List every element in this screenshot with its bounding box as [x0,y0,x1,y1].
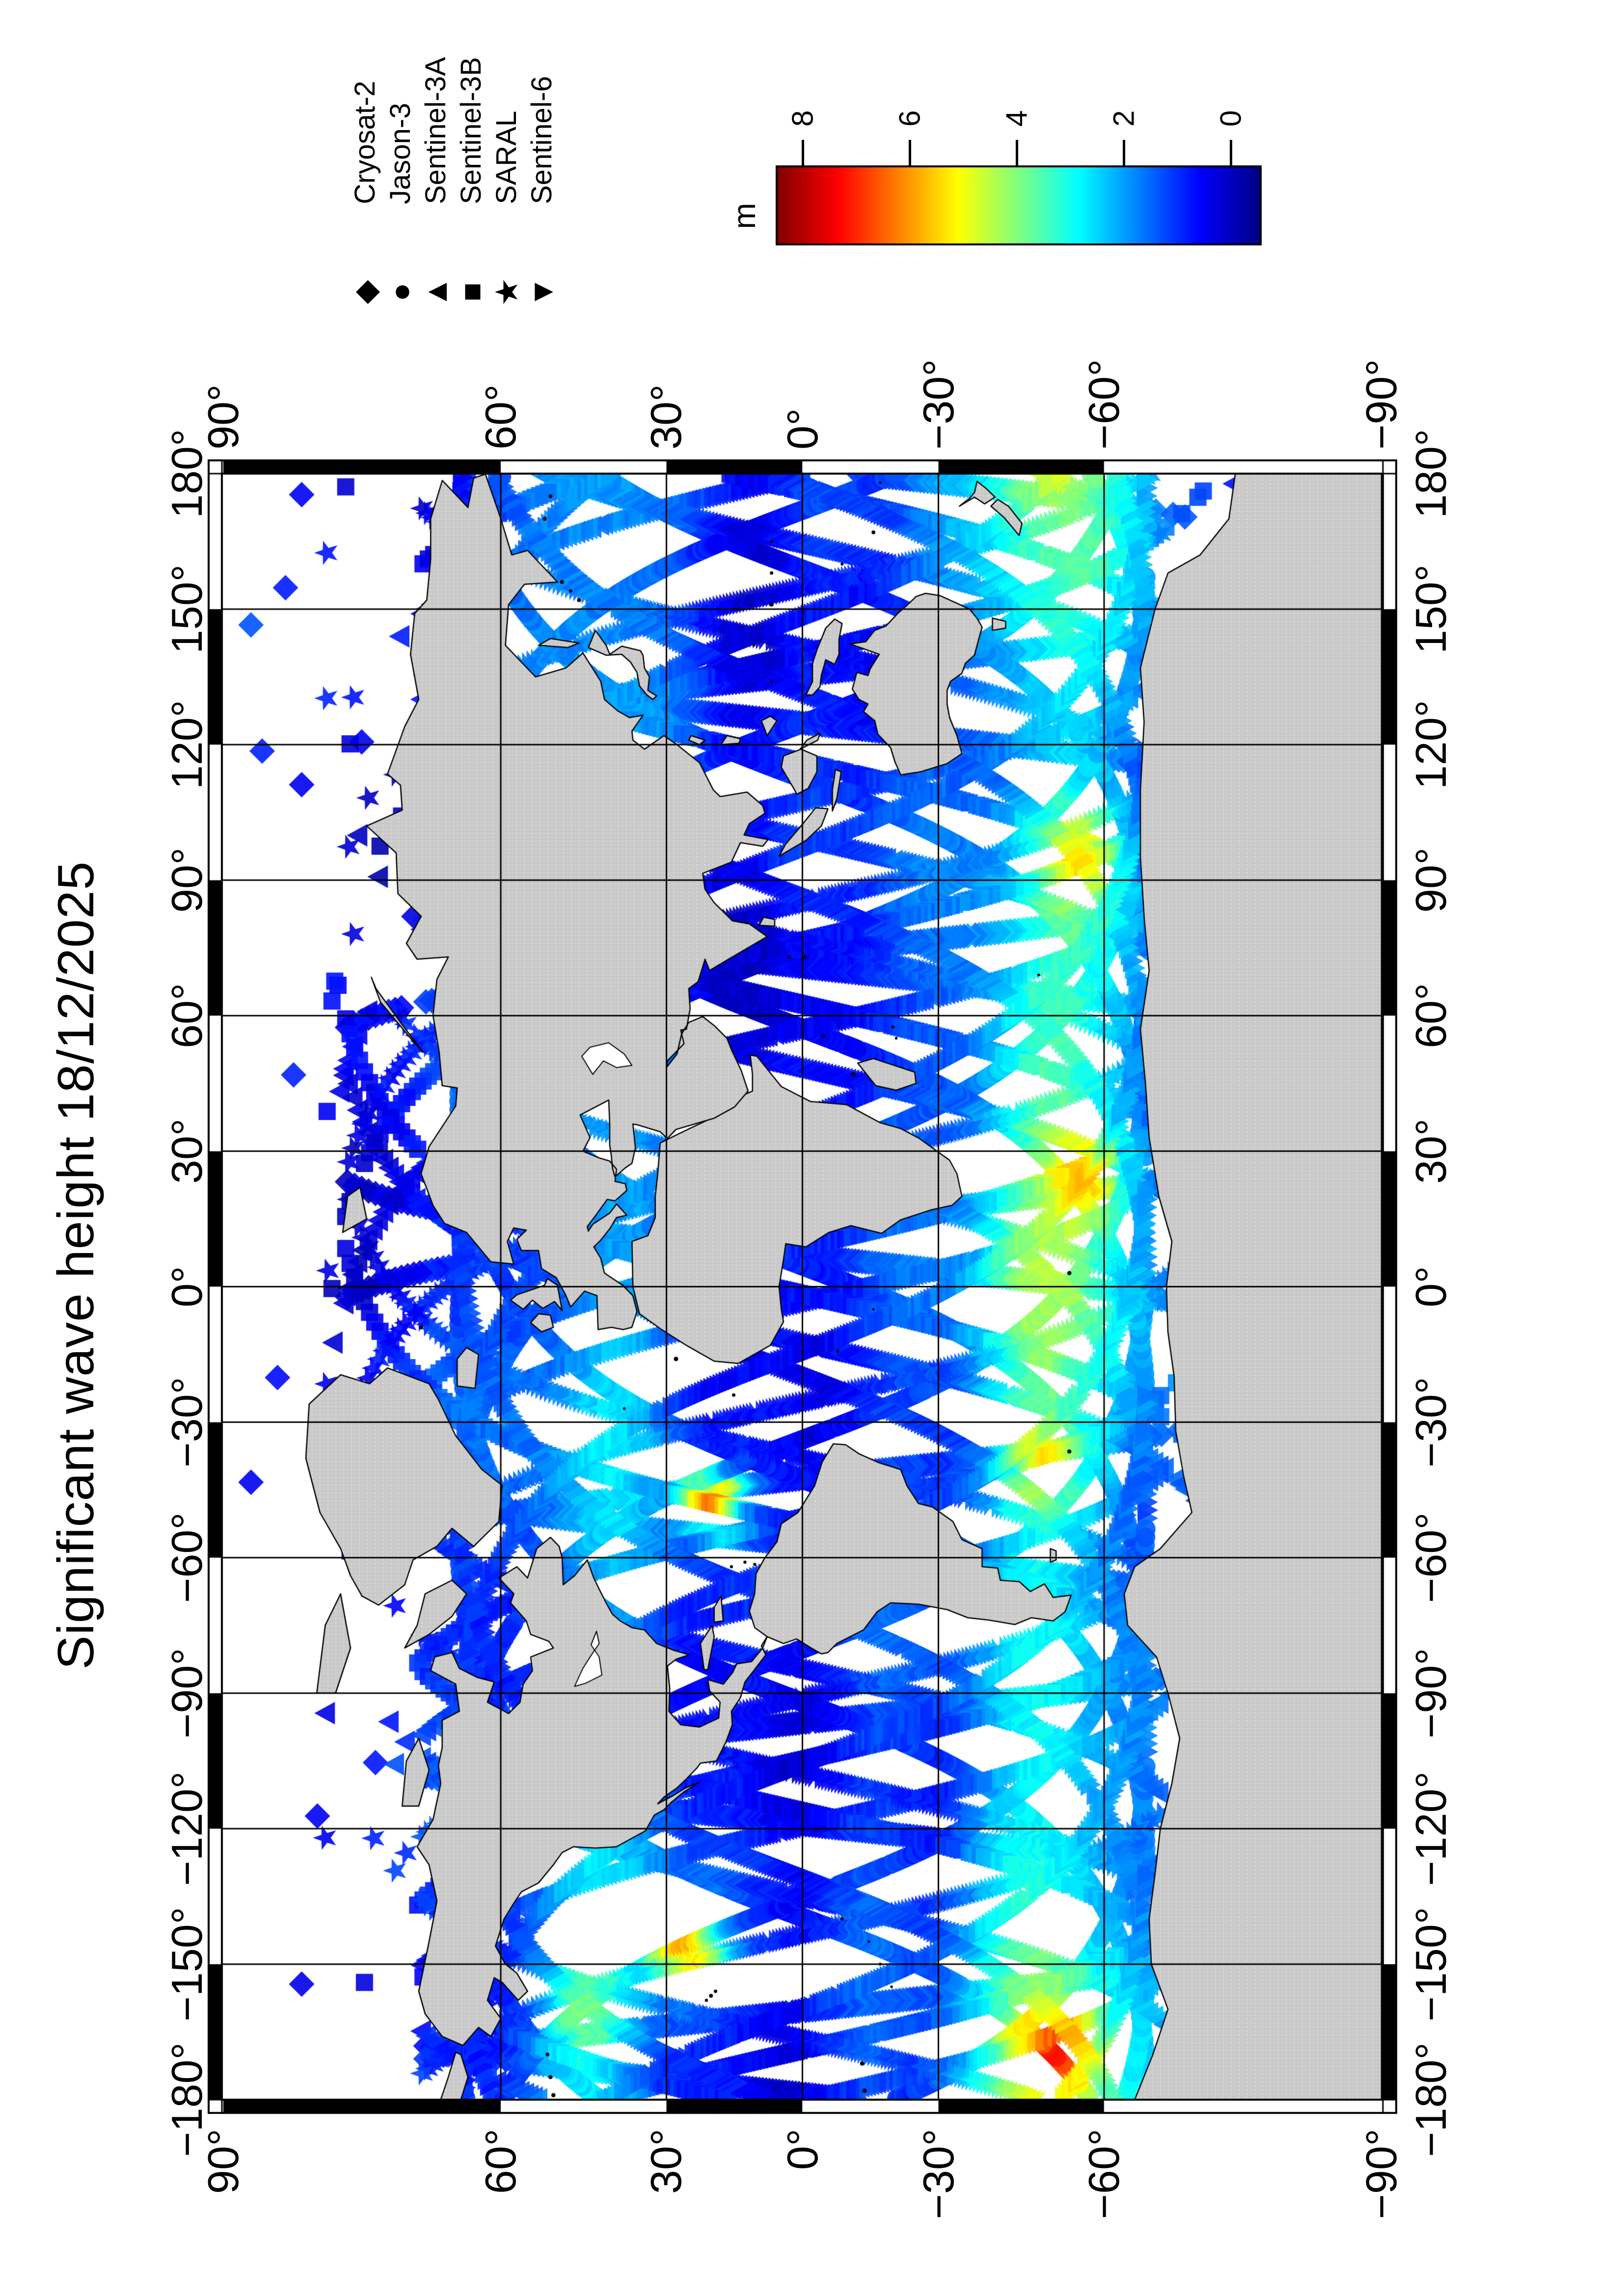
lon-tick-label-bottom: −150° [1407,1907,1455,2022]
lon-tick-label-top: 90° [162,847,211,913]
lat-tick-label-right: −60° [1079,359,1128,450]
lon-tick-label-bottom: −60° [1407,1512,1455,1603]
lon-tick-label-bottom: −30° [1407,1377,1455,1468]
lat-tick-label-right: −30° [914,359,963,450]
plot-title: Significant wave height 18/12/2025 [48,861,105,1670]
legend-item-sentinel-3a: ▲ Sentinel-3A [418,57,454,310]
lat-tick-label-right: 30° [642,384,691,450]
lon-tick-label-top: −150° [162,1907,211,2022]
colorbar-tick [1016,140,1018,165]
lat-tick-label-left: 60° [476,2129,525,2194]
lat-tick-label-left: −90° [1357,2129,1406,2219]
lon-tick-label-bottom: −120° [1407,1771,1455,1886]
lon-tick-label-bottom: 0° [1407,1266,1455,1308]
lon-tick-label-top: 150° [162,564,211,654]
colorbar-tick-label: 0 [1214,110,1247,127]
colorbar-tick-label: 4 [1000,110,1033,127]
lon-tick-label-top: −90° [162,1648,211,1738]
legend-label: SARAL [490,110,522,204]
triangle-up-icon: ▲ [418,276,454,308]
lat-tick-label-left: 30° [642,2129,691,2194]
lat-tick-label-right: 0° [778,408,827,450]
legend-label: Sentinel-6 [526,76,558,204]
lat-tick-label-left: 0° [778,2129,827,2170]
colorbar-unit-label: m [727,203,762,229]
triangle-down-icon: ▼ [524,276,560,308]
legend: ◆ Cryosat-2 ● Jason-3 ▲ Sentinel-3A ■ Sentinel-… [348,57,560,310]
legend-label: Sentinel-3B [455,57,487,204]
lon-tick-label-bottom: 120° [1407,700,1455,790]
lat-tick-label-right: 60° [476,384,525,450]
lat-tick-label-left: 90° [198,2129,247,2194]
lon-tick-label-bottom: 150° [1407,564,1455,654]
lon-tick-label-top: −30° [162,1377,211,1468]
legend-label: Cryosat-2 [349,80,381,204]
legend-label: Jason-3 [384,103,416,204]
colorbar-tick-label: 8 [786,110,819,127]
legend-item-saral: ★ SARAL [489,57,524,310]
lon-tick-label-top: 0° [162,1266,211,1308]
legend-item-sentinel-3b: ■ Sentinel-3B [454,57,489,310]
colorbar-tick [801,140,804,165]
lon-tick-label-bottom: 180° [1407,428,1455,519]
legend-item-jason-3: ● Jason-3 [383,57,418,310]
legend-item-cryosat-2: ◆ Cryosat-2 [348,57,383,310]
legend-label: Sentinel-3A [420,57,452,204]
lat-tick-label-right: −90° [1357,359,1406,450]
lon-tick-label-top: −120° [162,1771,211,1886]
colorbar-gradient [776,165,1262,245]
lon-tick-label-bottom: 90° [1407,847,1455,913]
lon-tick-label-top: −60° [162,1512,211,1603]
square-icon: ■ [454,282,489,302]
colorbar-tick [908,140,911,165]
lon-tick-label-top: 120° [162,700,211,790]
colorbar-tick [1230,140,1233,165]
lon-tick-label-bottom: −180° [1407,2042,1455,2157]
legend-item-sentinel-6: ▼ Sentinel-6 [524,57,560,310]
lon-tick-label-bottom: −90° [1407,1648,1455,1738]
colorbar-tick-label: 6 [893,110,926,127]
lon-tick-label-top: 60° [162,983,211,1048]
lat-tick-label-left: −60° [1079,2129,1128,2219]
lat-tick-label-right: 90° [198,384,247,450]
diamond-icon: ◆ [348,280,383,304]
lon-tick-label-top: 30° [162,1118,211,1184]
star-icon: ★ [489,278,524,306]
colorbar-tick [1123,140,1126,165]
lon-tick-label-bottom: 30° [1407,1118,1455,1184]
colorbar-tick-label: 2 [1107,110,1140,127]
lon-tick-label-bottom: 60° [1407,983,1455,1048]
lat-tick-label-left: −30° [914,2129,963,2219]
circle-icon: ● [383,282,418,302]
